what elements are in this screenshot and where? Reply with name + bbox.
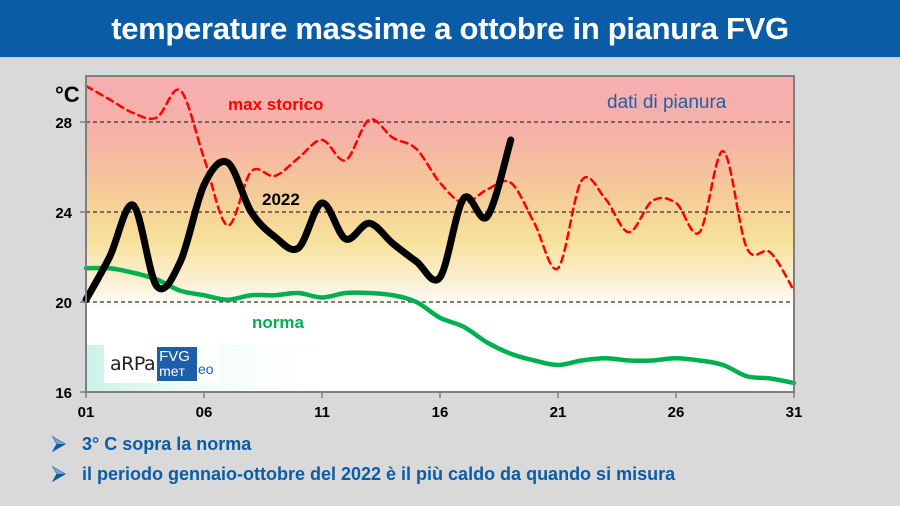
x-tick-label: 21	[550, 404, 567, 421]
x-tick-label: 11	[314, 404, 330, 421]
x-tick-label: 26	[668, 404, 685, 421]
logo-meteo-text: meт	[159, 362, 185, 379]
logo-arpa-text: aRPa	[110, 352, 156, 375]
logo-meteo-tail: eo	[198, 361, 214, 377]
x-tick-label: 31	[786, 404, 803, 421]
x-axis: 01 06 11 16 21 26 31	[78, 392, 803, 421]
plot-area	[86, 76, 794, 392]
gridlines	[86, 121, 794, 303]
logo-box: FVG meт	[157, 346, 198, 381]
y-tick-label: 24	[55, 205, 72, 222]
y-tick-label: 20	[55, 295, 72, 312]
x-tick-label: 01	[78, 404, 95, 421]
arpa-fvg-meteo-logo: aRPa FVG meт	[104, 344, 220, 383]
label-2022: 2022	[262, 190, 300, 209]
label-max-storico: max storico	[228, 95, 323, 114]
x-tick-label: 16	[432, 404, 449, 421]
temperature-chart: 16 20 24 28 01 06 11 16 21 26 31 °C max storico 2…	[55, 75, 803, 421]
x-tick-label: 06	[196, 404, 213, 421]
series-2022-line	[82, 136, 515, 304]
bullet-text: il periodo gennaio-ottobre del 2022 è il…	[82, 463, 676, 484]
arrowhead-bullet-icon	[52, 466, 82, 482]
y-tick-label: 28	[55, 115, 72, 132]
bullet-text: 3° C sopra la norma	[82, 433, 252, 454]
y-axis: 16 20 24 28	[55, 115, 86, 402]
title-bar: temperature massime a ottobre in pianura…	[0, 0, 900, 59]
series-max-storico-line	[84, 84, 796, 292]
y-axis-unit: °C	[55, 82, 80, 107]
page-title: temperature massime a ottobre in pianura…	[111, 10, 789, 46]
series-norma-line	[83, 265, 797, 386]
label-dati-di-pianura: dati di pianura	[607, 92, 727, 113]
bullet-item: il periodo gennaio-ottobre del 2022 è il…	[52, 459, 675, 489]
bullet-list: 3° C sopra la norma il periodo gennaio-o…	[52, 429, 675, 489]
arrowhead-bullet-icon	[52, 436, 82, 452]
label-norma: norma	[252, 313, 305, 332]
bullet-item: 3° C sopra la norma	[52, 429, 675, 459]
y-tick-label: 16	[55, 385, 72, 402]
logo-fvg-text: FVG	[159, 347, 190, 365]
series-layer	[82, 84, 797, 386]
